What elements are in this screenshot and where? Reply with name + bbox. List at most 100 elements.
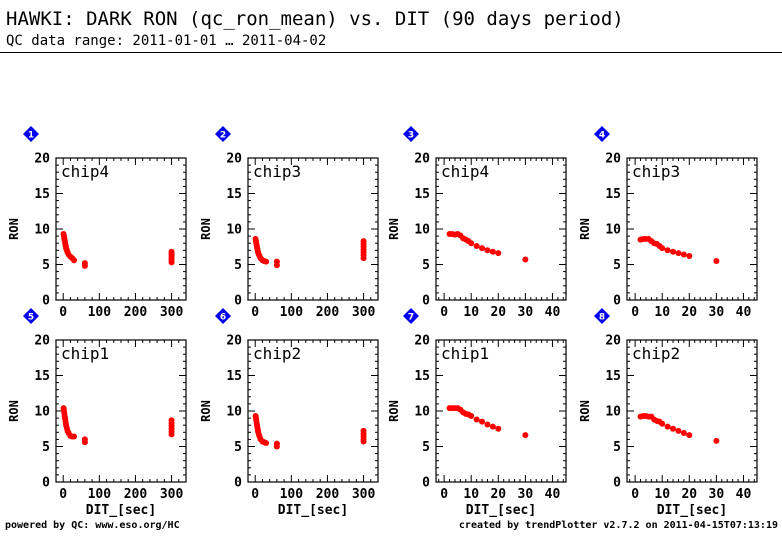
x-tick-label: 200 (124, 487, 148, 502)
y-axis-label: RON (199, 400, 213, 422)
chip-label: chip2 (632, 344, 680, 363)
data-point (659, 245, 666, 252)
data-point (168, 259, 175, 266)
data-point (680, 430, 687, 437)
panel-badge-icon (23, 126, 39, 142)
panel-badge-number: 8 (599, 313, 605, 323)
x-tick-label: 10 (463, 305, 479, 320)
data-point (522, 256, 529, 263)
data-point (81, 262, 88, 269)
y-axis-label: RON (578, 400, 592, 422)
y-tick-label: 20 (605, 152, 621, 167)
x-tick-label: 0 (631, 487, 639, 502)
x-axis-label: DIT_[sec] (86, 503, 156, 518)
x-tick-label: 30 (709, 487, 725, 502)
x-tick-label: 20 (681, 487, 697, 502)
y-axis-label: RON (199, 218, 213, 240)
y-tick-label: 5 (42, 440, 50, 455)
y-tick-label: 5 (42, 258, 50, 273)
panel-badge-icon (594, 308, 610, 324)
y-axis-label: RON (578, 218, 592, 240)
data-point (479, 245, 486, 252)
y-tick-label: 0 (422, 294, 430, 309)
data-range-subtitle: QC data range: 2011-01-01 … 2011-04-02 (6, 33, 327, 49)
y-tick-label: 20 (226, 334, 242, 349)
y-tick-label: 15 (226, 369, 242, 384)
x-tick-label: 300 (160, 487, 184, 502)
x-tick-label: 0 (251, 487, 259, 502)
y-axis-label: RON (387, 218, 401, 240)
panel-badge-number: 1 (28, 131, 34, 141)
footer-credit: powered by QC: www.eso.org/HC (5, 520, 180, 531)
x-tick-label: 300 (160, 305, 184, 320)
x-tick-label: 20 (490, 487, 506, 502)
x-tick-label: 200 (316, 305, 340, 320)
x-tick-label: 0 (251, 305, 259, 320)
y-tick-label: 15 (226, 187, 242, 202)
x-tick-label: 20 (490, 305, 506, 320)
y-axis-label: RON (7, 218, 21, 240)
y-tick-label: 15 (605, 187, 621, 202)
panel-badge-icon (594, 126, 610, 142)
y-tick-label: 15 (605, 369, 621, 384)
data-point (489, 248, 496, 255)
x-tick-label: 300 (352, 487, 376, 502)
y-tick-label: 0 (234, 476, 242, 491)
data-point (686, 432, 693, 439)
x-tick-label: 10 (654, 487, 670, 502)
panel-badge-icon (403, 126, 419, 142)
x-tick-label: 200 (316, 487, 340, 502)
x-tick-label: 10 (654, 305, 670, 320)
y-tick-label: 20 (605, 334, 621, 349)
x-tick-label: 20 (681, 305, 697, 320)
y-tick-label: 0 (613, 476, 621, 491)
x-tick-label: 100 (88, 305, 112, 320)
x-tick-label: 10 (463, 487, 479, 502)
x-tick-label: 40 (545, 487, 561, 502)
data-point (495, 250, 502, 257)
x-axis-label: DIT_[sec] (657, 503, 727, 518)
x-tick-label: 200 (124, 305, 148, 320)
data-point (479, 418, 486, 425)
panel-badge-number: 3 (408, 131, 414, 141)
panel-badge-number: 4 (599, 131, 605, 141)
y-tick-label: 10 (34, 223, 50, 238)
page-title: HAWKI: DARK RON (qc_ron_mean) vs. DIT (9… (6, 8, 624, 30)
y-tick-label: 15 (34, 187, 50, 202)
y-axis-label: RON (387, 400, 401, 422)
title-divider (0, 52, 782, 53)
y-tick-label: 10 (414, 405, 430, 420)
x-tick-label: 0 (440, 487, 448, 502)
data-point (484, 247, 491, 254)
panel-badge-number: 6 (220, 313, 226, 323)
data-point (489, 423, 496, 430)
panel-badge-icon (215, 308, 231, 324)
data-point (670, 248, 677, 255)
chip-label: chip1 (61, 344, 109, 363)
x-tick-label: 0 (631, 305, 639, 320)
data-point (664, 423, 671, 430)
y-tick-label: 0 (42, 294, 50, 309)
data-point (360, 255, 367, 262)
data-point (675, 427, 682, 434)
panel-badge-number: 7 (408, 313, 414, 323)
y-axis-label: RON (7, 400, 21, 422)
x-tick-label: 300 (352, 305, 376, 320)
panel-badge-icon (23, 308, 39, 324)
data-point (273, 443, 280, 450)
data-point (664, 247, 671, 254)
y-tick-label: 20 (226, 152, 242, 167)
data-point (659, 420, 666, 427)
y-tick-label: 20 (34, 334, 50, 349)
data-point (468, 240, 475, 247)
data-point (263, 439, 270, 446)
panel-8: 8 0 5 10 15 20 0 10 20 30 40 chip2 RON DIT_[sec] (578, 308, 758, 518)
chip-label: chip2 (253, 344, 301, 363)
data-point (473, 243, 480, 250)
data-point (168, 431, 175, 438)
